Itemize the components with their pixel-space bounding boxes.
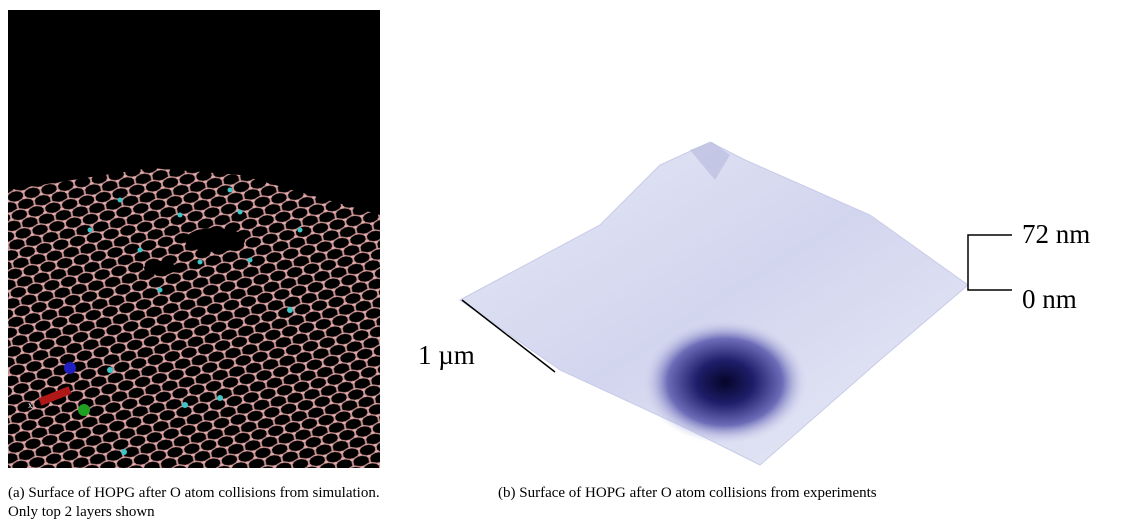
crater [643, 320, 807, 444]
caption-a: (a) Surface of HOPG after O atom collisi… [8, 484, 403, 522]
height-scale-bottom: 0 nm [1022, 284, 1077, 314]
length-scale-label: 1 µm [418, 340, 475, 370]
axis-label: x [28, 400, 33, 410]
figure: x 1 µm 72 nm 0 nm (a) Surface of HOPG af… [0, 0, 1122, 529]
etched-pit [185, 228, 245, 252]
height-scale-bar [968, 235, 1012, 290]
graphene-lattice [8, 168, 380, 468]
figure-panels: x 1 µm 72 nm 0 nm [0, 0, 1122, 480]
caption-b: (b) Surface of HOPG after O atom collisi… [498, 484, 1058, 503]
etched-pit [144, 261, 176, 275]
height-scale-top: 72 nm [1022, 219, 1090, 249]
